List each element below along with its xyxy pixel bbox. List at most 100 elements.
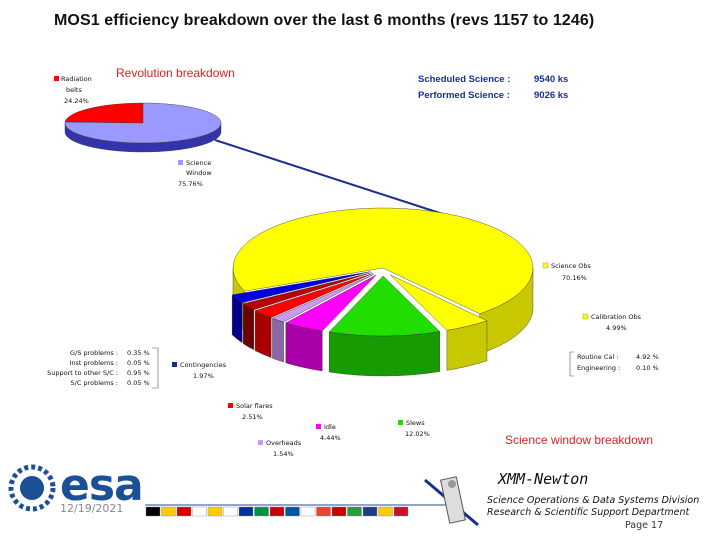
science-window-slice-6-top [242,272,372,311]
label-science-window-pct: 75.76% [178,180,203,188]
page-number: Page 17 [625,520,664,531]
value-support-other: 0.95 % [127,369,150,377]
science-window-slice-0-top [232,207,534,315]
label-contingencies-pct: 1.97% [193,372,214,380]
label-support-other: Support to other S/C : [47,369,118,377]
legend-swatch-slews [398,420,403,425]
science-window-slice-5 [254,273,373,358]
legend-swatch-science-obs [542,262,549,269]
flag-13 [347,506,362,517]
label-idle: Idle [324,423,336,431]
label-overheads: Overheads [266,439,302,447]
science-window-slice-7-side [231,294,243,344]
science-window-slice-2-top [328,275,441,337]
science-window-slice-2-side [328,331,440,377]
label-engineering: Engineering : [577,364,620,372]
label-science-window-2: Window [186,169,212,177]
flag-11 [316,506,331,517]
label-gs-problems: G/S problems : [70,349,118,357]
science-window-slice-6-side [243,303,255,351]
performed-science-value: 9026 ks [534,90,568,101]
contingency-bracket [152,347,159,389]
value-gs-problems: 0.35 % [127,349,150,357]
scheduled-science-value: 9540 ks [534,74,568,85]
scheduled-science-label: Scheduled Science : [418,74,510,85]
label-idle-pct: 4.44% [320,434,341,442]
mission-name: XMM-Newton [498,470,589,488]
science-window-slice-1 [390,274,488,371]
science-window-slice-7-top [231,271,371,303]
revolution-pie [64,102,222,153]
label-inst-problems: Inst problems : [69,359,118,367]
science-window-slice-4-side [272,318,284,363]
legend-swatch-calibration-obs [582,313,589,320]
flag-1 [161,506,176,517]
flag-0 [145,506,161,517]
revolution-slice-1 [64,102,222,153]
label-calibration-obs-pct: 4.99% [606,324,627,332]
flag-9 [285,506,300,517]
legend-swatch-overheads [258,440,263,445]
label-sc-problems: S/C problems : [71,379,118,387]
division-line-2: Research & Scientific Support Department [487,507,690,518]
esa-logo-text: esa [60,460,144,511]
revolution-breakdown-title: Revolution breakdown [116,66,235,80]
label-radiation-pct: 24.24% [64,97,89,105]
flag-12 [331,506,347,517]
science-window-slice-6 [242,272,372,351]
science-window-slice-3 [285,274,377,372]
science-window-slice-2 [328,275,441,377]
revolution-slice-0 [64,102,144,124]
legend-swatch-contingencies [172,362,177,367]
member-flags [145,506,409,517]
science-window-pie [231,207,534,377]
label-solar-flares-pct: 2.51% [242,413,263,421]
label-science-obs-pct: 70.16% [562,274,587,282]
value-routine-cal: 4.92 % [636,353,659,361]
division-text: Science Operations & Data Systems Divisi… [487,495,699,519]
label-contingencies: Contingencies [180,361,227,369]
division-line-1: Science Operations & Data Systems Divisi… [487,495,700,506]
legend-swatch-radiation [54,76,59,81]
science-window-slice-4 [271,273,375,363]
science-window-slice-5-side [254,310,272,358]
page-title: MOS1 efficiency breakdown over the last … [54,12,595,29]
flag-6 [238,506,254,517]
connector-line [214,139,456,219]
value-sc-problems: 0.05 % [127,379,150,387]
label-routine-cal: Routine Cal : [577,353,618,361]
label-radiation-2: belts [66,86,82,94]
flag-14 [362,506,378,517]
flag-2 [176,506,192,517]
label-solar-flares: Solar flares [236,402,273,410]
performed-science-label: Performed Science : [418,90,510,101]
value-engineering: 0.10 % [636,364,659,372]
satellite-icon [424,476,479,527]
legend-swatch-science-window [178,160,183,165]
label-overheads-pct: 1.54% [273,450,294,458]
science-window-slice-3-top [285,274,377,332]
label-slews: Slews [406,419,425,427]
label-radiation: Radiation [61,75,92,83]
value-inst-problems: 0.05 % [127,359,150,367]
footer-date: 12/19/2021 [60,502,124,515]
flag-10 [300,506,316,517]
flag-15 [378,506,393,517]
label-science-obs: Science Obs [551,262,592,270]
label-science-window: Science [186,159,211,167]
flag-4 [207,506,223,517]
revolution-slice-1-top [64,102,222,144]
science-window-slice-4-top [271,273,375,323]
science-window-slice-1-top [390,274,488,331]
esa-logo-icon [8,464,56,512]
label-slews-pct: 12.02% [405,430,430,438]
flag-3 [192,506,207,517]
flag-8 [269,506,285,517]
science-window-slice-7 [231,271,371,344]
flag-7 [254,506,269,517]
label-calibration-obs: Calibration Obs [591,313,642,321]
science-window-breakdown-title: Science window breakdown [505,433,653,447]
science-window-slice-5-top [254,273,373,318]
